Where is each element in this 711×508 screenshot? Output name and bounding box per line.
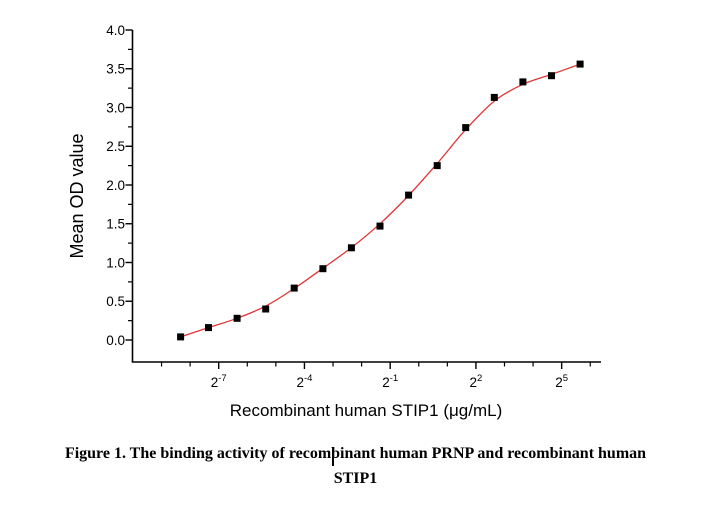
data-point (433, 162, 441, 170)
data-point (462, 124, 470, 132)
x-axis-title: Recombinant human STIP1 (μg/mL) (230, 401, 502, 420)
x-tick-label: 25 (555, 373, 568, 390)
data-point (376, 222, 384, 230)
data-point (576, 60, 584, 68)
data-point (233, 314, 241, 322)
x-tick-label: 2-7 (211, 373, 227, 390)
y-tick-label: 0.0 (106, 333, 125, 348)
figure-caption-line2: STIP1 (333, 470, 378, 487)
y-axis-title: Mean OD value (67, 133, 87, 258)
data-point (347, 244, 355, 252)
y-tick-label: 4.0 (106, 23, 125, 38)
figure-caption-line1: Figure 1. The binding activity of recomb… (64, 445, 647, 462)
y-tick-label: 1.0 (106, 255, 125, 270)
y-tick-label: 3.5 (106, 62, 125, 77)
data-point (177, 333, 185, 341)
text-cursor (332, 449, 334, 466)
data-point (319, 265, 327, 273)
y-tick-label: 3.0 (106, 100, 125, 115)
y-tick-label: 2.0 (106, 178, 125, 193)
y-tick-label: 2.5 (106, 139, 125, 154)
fit-curve (180, 63, 581, 338)
data-point (490, 93, 498, 101)
binding-curve-chart: 0.0 0.5 1.0 1.5 2.0 2.5 3.0 3.5 4.0 2-7 2-4 2-1 22 25… (67, 23, 601, 420)
data-point (548, 72, 555, 80)
x-tick-label: 22 (470, 373, 483, 390)
x-tick-label: 2-1 (382, 373, 398, 390)
data-point (405, 191, 413, 199)
data-point (290, 284, 298, 292)
y-tick-label: 0.5 (106, 294, 125, 309)
data-point (262, 305, 270, 313)
y-tick-label: 1.5 (106, 217, 125, 232)
figure-caption: Figure 1. The binding activity of recomb… (0, 441, 711, 491)
data-point (205, 324, 212, 332)
x-tick-label: 2-4 (296, 373, 312, 390)
data-point (519, 78, 527, 86)
